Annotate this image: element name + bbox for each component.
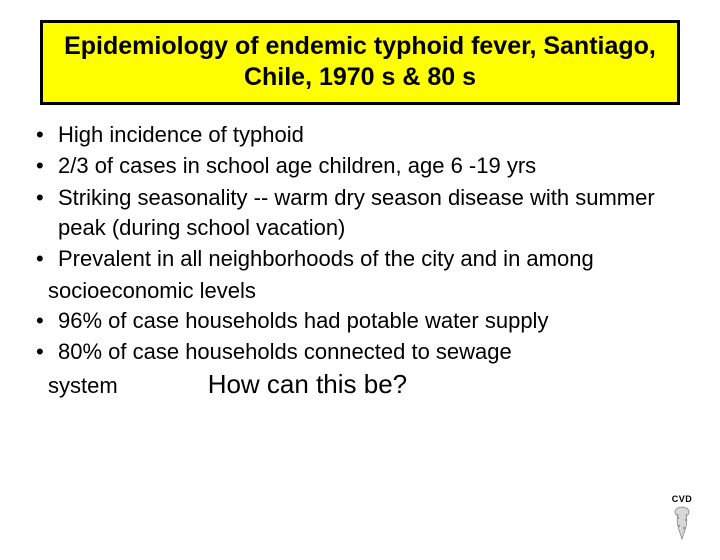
question-text: How can this be? <box>208 369 407 400</box>
bullet-marker: • <box>30 151 58 181</box>
bullet-text: 2/3 of cases in school age children, age… <box>58 151 690 181</box>
bullet-text: Striking seasonality -- warm dry season … <box>58 183 690 242</box>
logo-label: CVD <box>662 494 702 504</box>
list-item: • 80% of case households connected to se… <box>30 337 690 367</box>
cvd-logo: CVD <box>662 494 702 542</box>
list-item: • Prevalent in all neighborhoods of the … <box>30 244 690 274</box>
list-item: • 96% of case households had potable wat… <box>30 306 690 336</box>
bullet-continuation: socioeconomic levels <box>48 276 690 306</box>
bullet-list: • High incidence of typhoid • 2/3 of cas… <box>30 120 690 401</box>
bullet-marker: • <box>30 306 58 336</box>
bullet-marker: • <box>30 337 58 367</box>
last-row: system How can this be? <box>30 369 690 401</box>
logo-icon <box>670 506 694 540</box>
list-item: • 2/3 of cases in school age children, a… <box>30 151 690 181</box>
list-item: • High incidence of typhoid <box>30 120 690 150</box>
slide-title: Epidemiology of endemic typhoid fever, S… <box>63 31 657 94</box>
bullet-marker: • <box>30 120 58 150</box>
bullet-text: 80% of case households connected to sewa… <box>58 337 690 367</box>
bullet-marker: • <box>30 244 58 274</box>
bullet-text: 96% of case households had potable water… <box>58 306 690 336</box>
bullet-text: High incidence of typhoid <box>58 120 690 150</box>
bullet-continuation: system <box>48 371 118 401</box>
bullet-text: Prevalent in all neighborhoods of the ci… <box>58 244 690 274</box>
list-item: • Striking seasonality -- warm dry seaso… <box>30 183 690 242</box>
title-box: Epidemiology of endemic typhoid fever, S… <box>40 20 680 105</box>
bullet-marker: • <box>30 183 58 242</box>
